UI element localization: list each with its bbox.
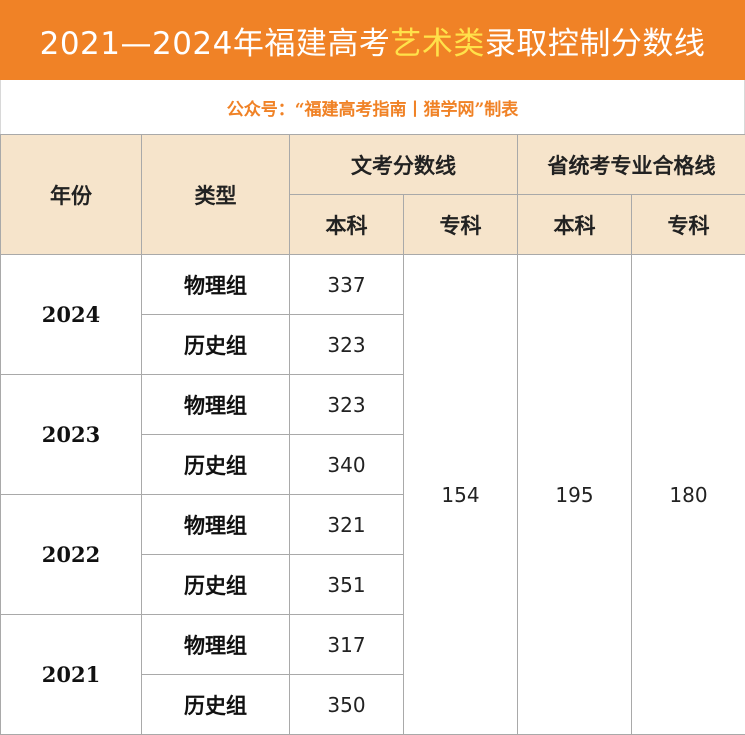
type-cell: 物理组 — [142, 375, 290, 435]
type-cell: 历史组 — [142, 555, 290, 615]
header-major-zhuanke: 专科 — [632, 195, 745, 255]
header-row-1: 年份 类型 文考分数线 省统考专业合格线 — [1, 135, 745, 195]
title-part2: 录取控制分数线 — [485, 18, 706, 63]
title-part1: 2021—2024年福建高考 — [40, 18, 391, 63]
type-cell: 历史组 — [142, 675, 290, 735]
subtitle: 公众号：“福建高考指南丨猎学网”制表 — [0, 80, 745, 134]
culture-benke-score: 321 — [290, 495, 404, 555]
header-major-benke: 本科 — [518, 195, 632, 255]
type-cell: 物理组 — [142, 255, 290, 315]
title-highlight: 艺术类 — [390, 18, 485, 63]
culture-benke-score: 337 — [290, 255, 404, 315]
table-row: 2024 物理组 337 154 195 180 — [1, 255, 745, 315]
culture-benke-score: 323 — [290, 315, 404, 375]
year-cell: 2024 — [1, 255, 142, 375]
year-cell: 2021 — [1, 615, 142, 735]
type-cell: 历史组 — [142, 435, 290, 495]
title-banner: 2021—2024年福建高考艺术类录取控制分数线 — [0, 0, 745, 80]
major-benke-score: 195 — [518, 255, 632, 735]
score-table: 年份 类型 文考分数线 省统考专业合格线 本科 专科 本科 专科 2024 物理… — [0, 134, 745, 735]
header-type: 类型 — [142, 135, 290, 255]
year-cell: 2022 — [1, 495, 142, 615]
header-culture-zhuanke: 专科 — [404, 195, 518, 255]
culture-zhuanke-score: 154 — [404, 255, 518, 735]
header-major-group: 省统考专业合格线 — [518, 135, 745, 195]
header-culture-benke: 本科 — [290, 195, 404, 255]
year-cell: 2023 — [1, 375, 142, 495]
culture-benke-score: 351 — [290, 555, 404, 615]
header-year: 年份 — [1, 135, 142, 255]
culture-benke-score: 340 — [290, 435, 404, 495]
header-culture-group: 文考分数线 — [290, 135, 518, 195]
type-cell: 历史组 — [142, 315, 290, 375]
culture-benke-score: 350 — [290, 675, 404, 735]
type-cell: 物理组 — [142, 615, 290, 675]
culture-benke-score: 323 — [290, 375, 404, 435]
type-cell: 物理组 — [142, 495, 290, 555]
culture-benke-score: 317 — [290, 615, 404, 675]
major-zhuanke-score: 180 — [632, 255, 745, 735]
